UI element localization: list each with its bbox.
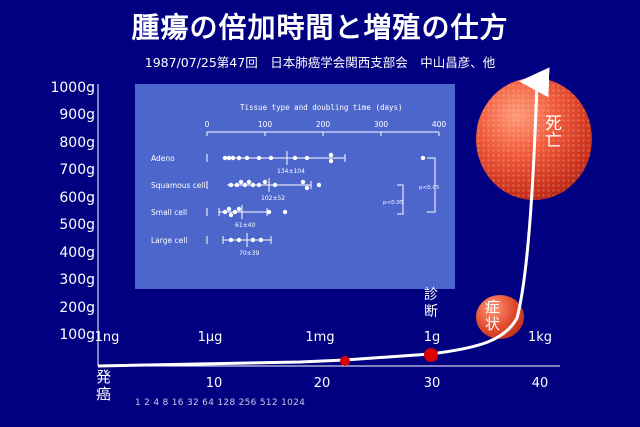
mass-label-1g: 1g bbox=[423, 330, 441, 345]
inset-chart-svg: Tissue type and doubling time (days) 0 1… bbox=[151, 103, 447, 257]
inset-row-label-adeno: Adeno bbox=[151, 154, 175, 163]
slide-subtitle: 1987/07/25第47回 日本肺癌学会関西支部会 中山昌彦、他 bbox=[144, 55, 496, 70]
y-label-100g: 100g bbox=[59, 327, 95, 343]
inset-row-label-large: Large cell bbox=[151, 236, 187, 245]
x-tick-40: 40 bbox=[531, 376, 549, 391]
y-label-1000g: 1000g bbox=[50, 80, 95, 96]
inset-stat-small: 61±40 bbox=[235, 222, 255, 229]
inset-tick-100: 100 bbox=[258, 120, 273, 129]
inset-tick-400: 400 bbox=[432, 120, 447, 129]
inset-significance-2: p<0.05 bbox=[383, 200, 404, 206]
y-label-900g: 900g bbox=[59, 107, 95, 123]
slide-title: 腫瘍の倍加時間と増殖の仕方 bbox=[131, 11, 509, 44]
mass-label-1ug: 1μg bbox=[197, 330, 223, 345]
origin-label-carcinogenesis: 発癌 bbox=[96, 368, 112, 403]
inset-row-label-small: Small cell bbox=[151, 208, 187, 217]
death-label: 死亡 bbox=[545, 114, 562, 151]
y-label-300g: 300g bbox=[59, 272, 95, 288]
inset-tick-0: 0 bbox=[205, 120, 210, 129]
y-label-200g: 200g bbox=[59, 300, 95, 316]
symptom-label: 症状 bbox=[485, 298, 501, 333]
growth-marker-1mg bbox=[340, 356, 350, 366]
y-label-700g: 700g bbox=[59, 162, 95, 178]
x-tick-30: 30 bbox=[423, 376, 441, 391]
y-label-400g: 400g bbox=[59, 245, 95, 261]
x-tick-10: 10 bbox=[205, 376, 223, 391]
growth-curve bbox=[97, 67, 550, 368]
inset-chart-title: Tissue type and doubling time (days) bbox=[240, 103, 403, 112]
mass-label-1kg: 1kg bbox=[527, 330, 553, 345]
mass-label-1ng: 1ng bbox=[94, 330, 120, 345]
inset-stat-adeno: 134±104 bbox=[277, 168, 305, 175]
inset-tick-200: 200 bbox=[316, 120, 331, 129]
y-label-600g: 600g bbox=[59, 190, 95, 206]
y-label-500g: 500g bbox=[59, 217, 95, 233]
inset-significance-1: p<0.05 bbox=[419, 185, 440, 191]
inset-stat-squamous: 102±52 bbox=[261, 195, 285, 202]
diagnosis-label: 診断 bbox=[424, 287, 438, 320]
inset-row-label-squamous: Squamous cell bbox=[151, 181, 206, 190]
inset-tick-300: 300 bbox=[374, 120, 389, 129]
mass-label-1mg: 1mg bbox=[305, 330, 335, 345]
doubling-sequence: 1 2 4 8 16 32 64 128 256 512 1024 bbox=[135, 398, 306, 408]
inset-stat-large: 70±39 bbox=[239, 250, 259, 257]
y-label-800g: 800g bbox=[59, 135, 95, 151]
x-tick-20: 20 bbox=[313, 376, 331, 391]
growth-marker-diagnosis bbox=[424, 348, 438, 362]
doubling-time-inset-chart: Tissue type and doubling time (days) 0 1… bbox=[135, 84, 455, 289]
